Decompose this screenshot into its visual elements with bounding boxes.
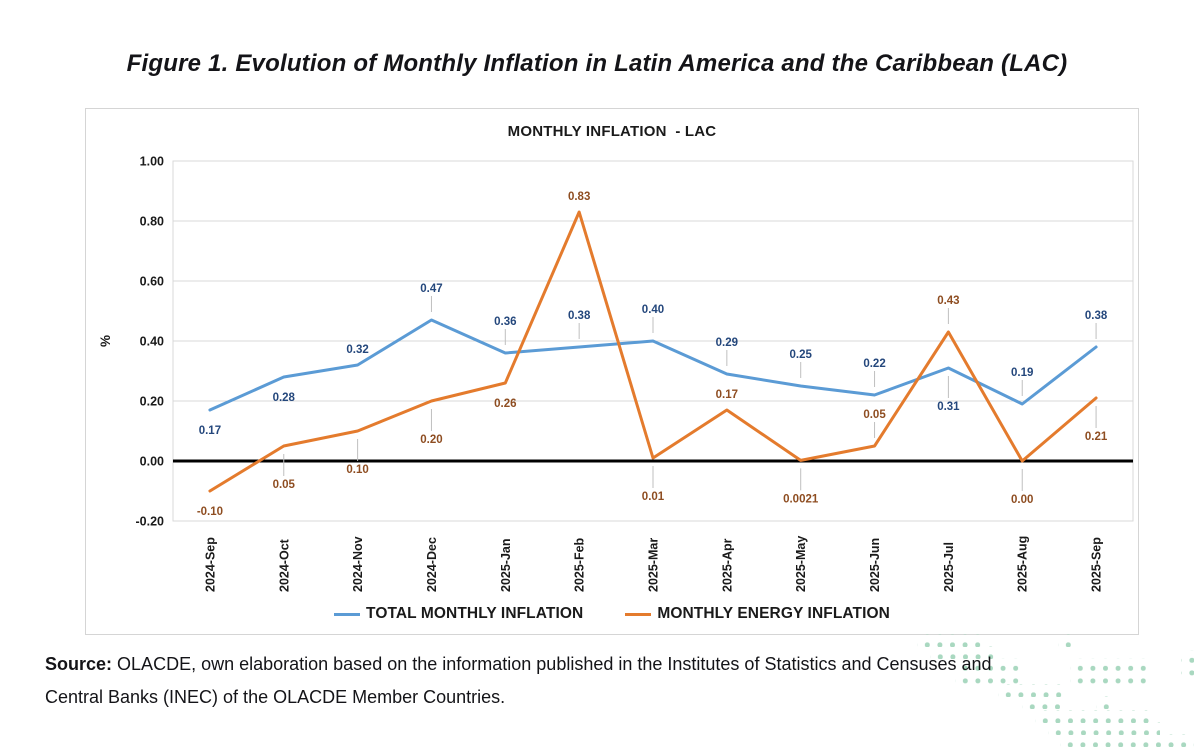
source-label: Source: [45, 654, 113, 674]
data-label-total-monthly-inflation: 0.38 [1085, 310, 1108, 322]
x-tick-label: 2025-Jun [868, 538, 882, 592]
data-label-monthly-energy-inflation: 0.21 [1085, 431, 1108, 443]
y-tick-label: 0.00 [140, 455, 164, 469]
series-line-total-monthly-inflation [208, 318, 1098, 412]
y-tick-label: 0.40 [140, 335, 164, 349]
data-label-monthly-energy-inflation: 0.17 [716, 389, 738, 401]
data-label-monthly-energy-inflation: 0.00 [1011, 494, 1033, 506]
x-tick-label: 2024-Dec [425, 537, 439, 592]
figure-title: Figure 1. Evolution of Monthly Inflation… [126, 50, 1068, 77]
data-label-monthly-energy-inflation: 0.10 [346, 464, 368, 476]
data-label-monthly-energy-inflation: 0.43 [937, 295, 959, 307]
source-text-line2: Central Banks (INEC) of the OLACDE Membe… [45, 687, 506, 707]
data-label-total-monthly-inflation: 0.17 [199, 425, 221, 437]
series-line-monthly-energy-inflation [208, 210, 1098, 493]
data-label-total-monthly-inflation: 0.32 [346, 344, 368, 356]
y-tick-label: 0.80 [140, 215, 164, 229]
data-label-monthly-energy-inflation: 0.01 [642, 491, 665, 503]
legend-swatch-monthly-energy-inflation [625, 612, 652, 616]
data-label-monthly-energy-inflation: 0.05 [273, 479, 296, 491]
legend-label-total-monthly-inflation: TOTAL MONTHLY INFLATION [366, 605, 584, 622]
chart-title: MONTHLY INFLATION - LAC [507, 123, 717, 140]
dots-pattern [1060, 734, 1194, 747]
data-label-monthly-energy-inflation: 0.05 [863, 409, 886, 421]
data-label-total-monthly-inflation: 0.28 [273, 392, 296, 404]
source-text-line1: OLACDE, own elaboration based on the inf… [117, 654, 992, 674]
dots-pattern [1058, 634, 1072, 647]
y-tick-label: 1.00 [140, 155, 164, 169]
data-label-monthly-energy-inflation: 0.83 [568, 191, 590, 203]
data-label-total-monthly-inflation: 0.36 [494, 316, 516, 328]
series-monthly-energy-inflation: -0.10 0.05 0.10 0.20 0.26 0.83 0.01 0.17 0.0021 0… [197, 191, 1108, 518]
x-tick-label: 2025-Feb [573, 537, 587, 592]
y-axis-title: % [98, 335, 113, 347]
dots-pattern [1048, 722, 1160, 735]
data-label-total-monthly-inflation: 0.47 [420, 283, 442, 295]
data-label-total-monthly-inflation: 0.25 [789, 349, 812, 361]
x-tick-label: 2025-Aug [1016, 536, 1030, 592]
data-label-total-monthly-inflation: 0.29 [716, 337, 738, 349]
dots-pattern [917, 634, 981, 647]
x-tick-label: 2024-Oct [277, 538, 291, 592]
data-label-monthly-energy-inflation: -0.10 [197, 506, 223, 518]
data-label-total-monthly-inflation: 0.19 [1011, 367, 1033, 379]
source-note: Source: OLACDE, own elaboration based on… [45, 648, 1165, 714]
data-label-total-monthly-inflation: 0.31 [937, 401, 960, 413]
x-tick-label: 2025-Sep [1090, 537, 1104, 592]
y-tick-label: 0.20 [140, 395, 164, 409]
x-tick-label: 2024-Nov [351, 536, 365, 592]
y-tick-label: -0.20 [136, 515, 165, 529]
data-label-total-monthly-inflation: 0.38 [568, 310, 591, 322]
legend-swatch-total-monthly-inflation [334, 612, 361, 616]
series-total-monthly-inflation: 0.17 0.28 0.32 0.47 0.36 0.38 0.40 0.29 0.25 0.22… [199, 283, 1108, 437]
legend-item-monthly-energy-inflation: MONTHLY ENERGY INFLATION [625, 605, 890, 623]
chart-legend: TOTAL MONTHLY INFLATION MONTHLY ENERGY I… [86, 605, 1138, 623]
x-tick-label: 2025-Apr [720, 538, 734, 592]
legend-label-monthly-energy-inflation: MONTHLY ENERGY INFLATION [657, 605, 890, 622]
x-tick-label: 2025-Mar [647, 538, 661, 592]
line-chart: 1.00 0.80 0.60 0.40 0.20 0.00 -0.20% 2024-Sep 20… [98, 155, 1134, 592]
y-tick-label: 0.60 [140, 275, 164, 289]
x-tick-label: 2025-May [794, 536, 808, 592]
data-label-monthly-energy-inflation: 0.20 [420, 434, 442, 446]
data-label-monthly-energy-inflation: 0.0021 [783, 493, 819, 505]
data-label-total-monthly-inflation: 0.22 [863, 358, 885, 370]
x-tick-label: 2024-Sep [203, 537, 217, 592]
dots-pattern [1181, 650, 1194, 676]
x-tick-label: 2025-Jan [499, 538, 513, 592]
x-tick-label: 2025-Jul [942, 542, 956, 592]
legend-item-total-monthly-inflation: TOTAL MONTHLY INFLATION [334, 605, 583, 623]
chart-panel: MONTHLY INFLATION - LAC 1.00 0.80 0.60 0.40… [85, 108, 1139, 635]
data-label-monthly-energy-inflation: 0.26 [494, 398, 516, 410]
data-label-total-monthly-inflation: 0.40 [642, 304, 664, 316]
